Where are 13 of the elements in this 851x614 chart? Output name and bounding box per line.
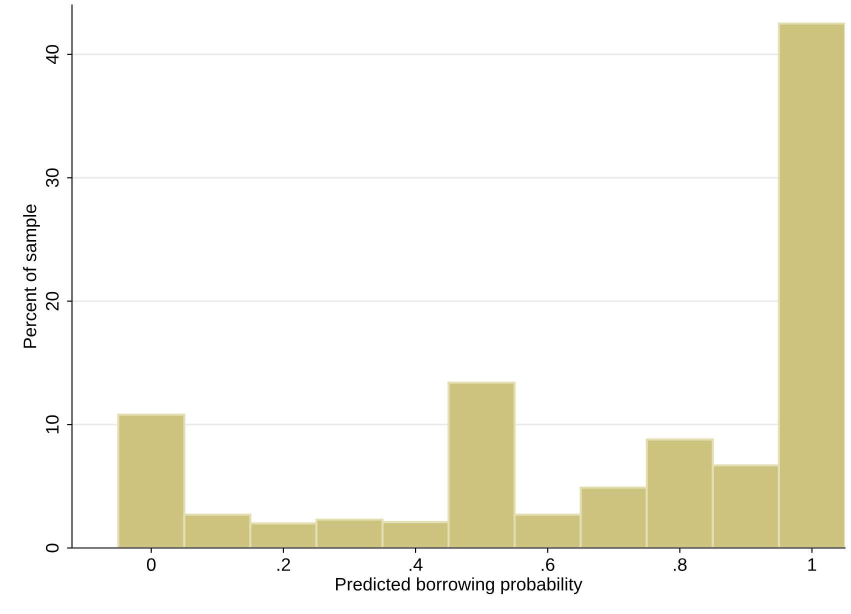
y-tick-label: 30 xyxy=(46,168,59,188)
y-tick-label: 40 xyxy=(46,45,59,64)
y-tick-label: 0 xyxy=(46,544,59,552)
x-tick-label: 1 xyxy=(808,558,816,571)
x-tick-label: .2 xyxy=(278,558,290,571)
x-axis-title: Predicted borrowing probability xyxy=(336,577,582,594)
y-tick-label: 10 xyxy=(46,415,59,434)
x-tick-label: .4 xyxy=(410,558,423,571)
y-tick-label: 20 xyxy=(46,292,59,310)
x-tick-label: 0 xyxy=(146,558,156,571)
x-tick-label: .6 xyxy=(542,558,554,571)
x-tick-label: .8 xyxy=(674,558,687,571)
y-axis-title: Percent of sample xyxy=(23,204,40,348)
